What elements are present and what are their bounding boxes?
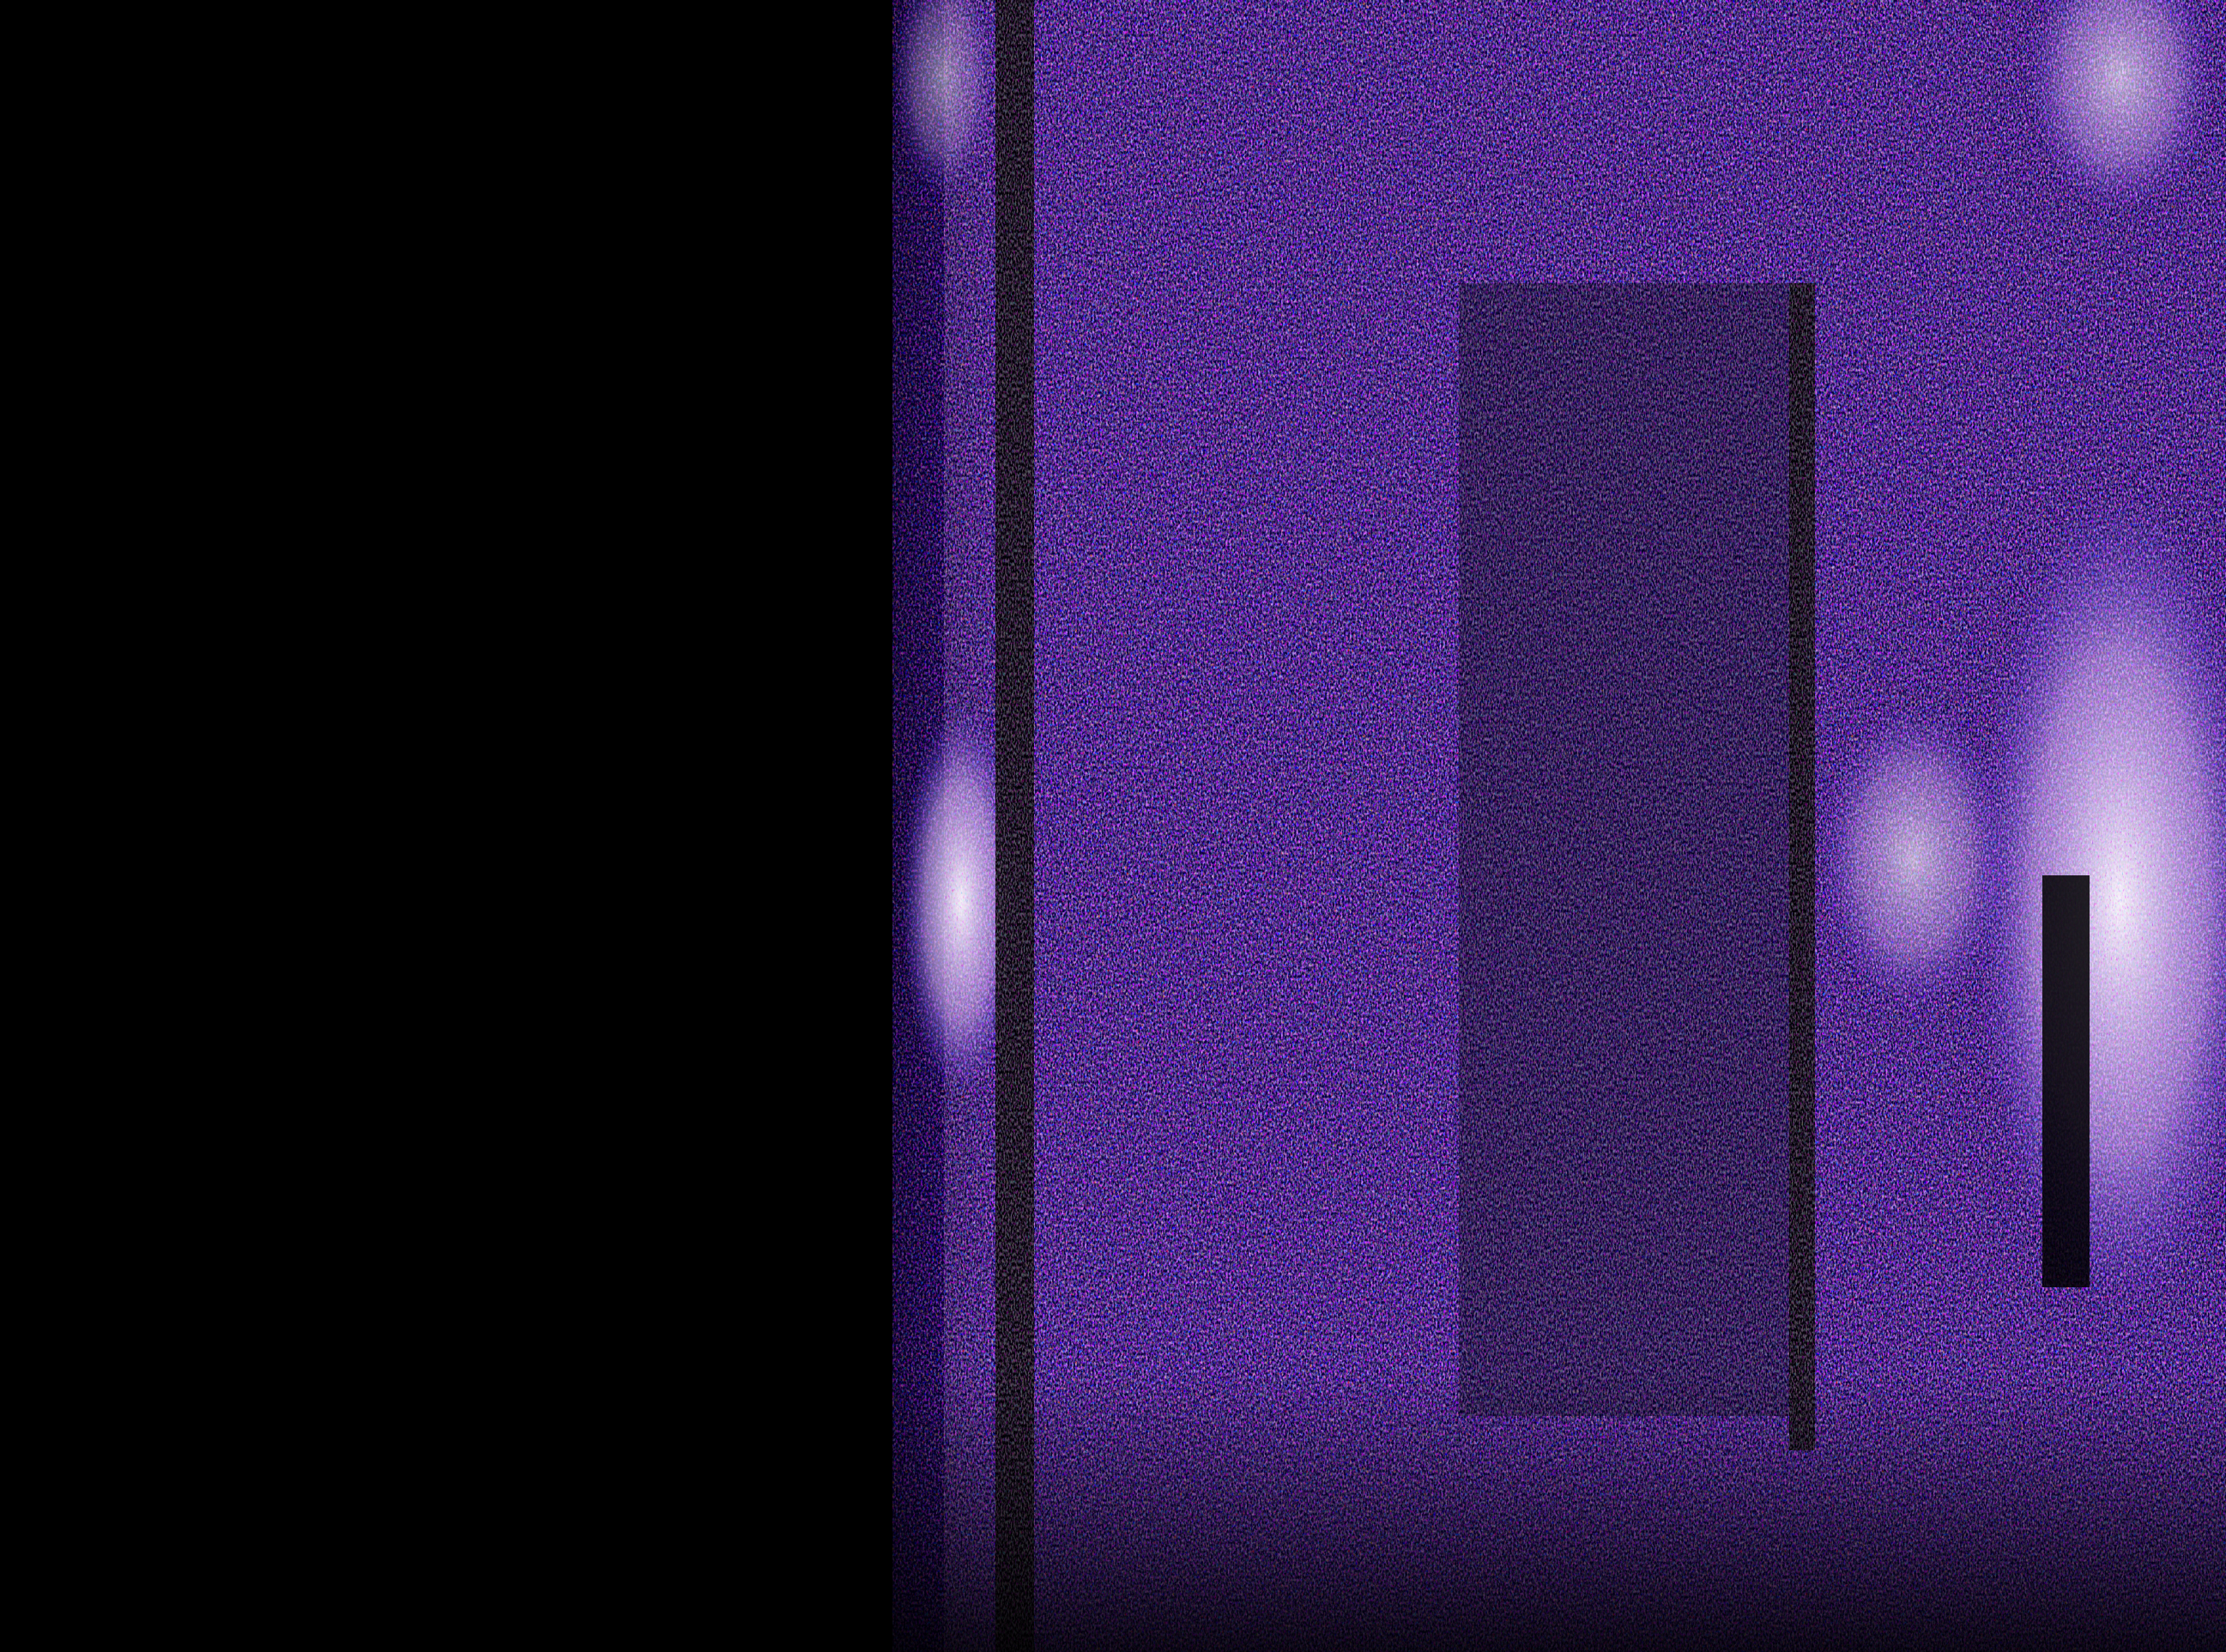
floor-shadow — [0, 1373, 2226, 1652]
post — [2042, 875, 2090, 1287]
